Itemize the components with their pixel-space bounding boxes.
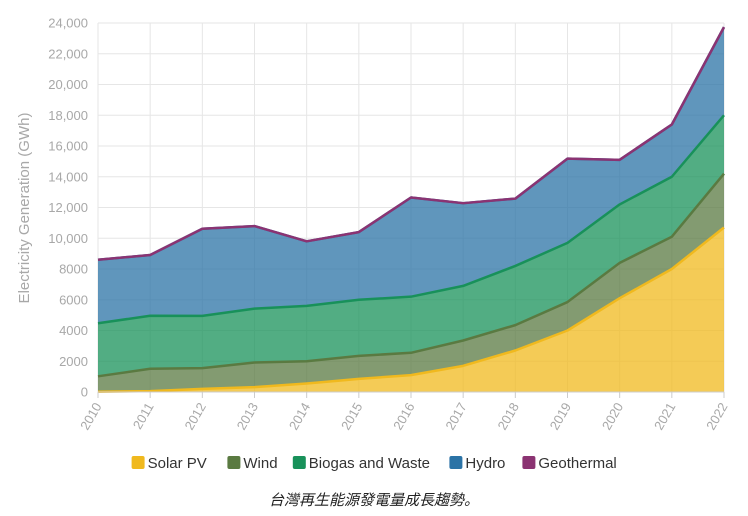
- legend-swatch: [292, 456, 306, 469]
- y-axis-title: Electricity Generation (GWh): [16, 113, 33, 304]
- axes: 0 2000 4000 6000 8000 10,000 12,000 14,000 16,00…: [48, 16, 730, 433]
- line-geothermal: [97, 26, 726, 262]
- y-tick-label: 4000: [59, 323, 88, 338]
- x-tick-label: 2020: [599, 400, 626, 433]
- chart-caption: 台灣再生能源發電量成長趨勢。: [268, 491, 479, 509]
- area-biogas-and-waste: [98, 115, 724, 377]
- y-tick-label: 14,000: [48, 169, 88, 184]
- y-tick-label: 16,000: [48, 139, 88, 154]
- legend-label: Hydro: [465, 455, 505, 472]
- line-biogas-and-waste: [97, 114, 725, 325]
- x-tick-label: 2017: [442, 400, 469, 433]
- x-tick-label: 2021: [651, 400, 678, 433]
- legend-item-hydro[interactable]: Hydro: [449, 455, 505, 472]
- y-tick-label: 2000: [59, 354, 88, 369]
- x-tick-label: 2010: [77, 400, 104, 433]
- x-tick-label: 2014: [286, 400, 313, 433]
- x-tick-label: 2018: [494, 400, 521, 433]
- x-tick-label: 2012: [181, 400, 208, 433]
- x-tick-label: 2015: [338, 400, 365, 433]
- legend-swatch: [131, 456, 145, 469]
- y-tick-label: 6000: [59, 292, 88, 307]
- area-hydro: [98, 27, 724, 324]
- legend-swatch: [227, 456, 241, 469]
- line-solar-pv: [97, 226, 725, 393]
- legend-label: Geothermal: [538, 455, 616, 472]
- area-solar-pv: [98, 227, 724, 392]
- y-tick-label: 22,000: [48, 46, 88, 61]
- x-tick-label: 2016: [390, 400, 417, 433]
- y-tick-label: 24,000: [48, 16, 88, 31]
- y-tick-label: 12,000: [48, 200, 88, 215]
- series-lines: [97, 26, 726, 393]
- legend-label: Biogas and Waste: [309, 455, 430, 472]
- legend-item-solar-pv[interactable]: Solar PV: [131, 455, 207, 472]
- legend-swatch: [522, 456, 536, 469]
- legend: Solar PV Wind Biogas and Waste Hydro Geother…: [131, 455, 617, 472]
- x-tick-label: 2022: [703, 400, 730, 433]
- legend-item-wind[interactable]: Wind: [227, 455, 278, 472]
- legend-label: Solar PV: [148, 455, 207, 472]
- y-tick-label: 0: [81, 385, 88, 400]
- legend-label: Wind: [243, 455, 277, 472]
- legend-item-biogas-and-waste[interactable]: Biogas and Waste: [292, 455, 430, 472]
- y-tick-label: 10,000: [48, 231, 88, 246]
- legend-swatch: [449, 456, 463, 469]
- y-tick-label: 18,000: [48, 108, 88, 123]
- x-tick-label: 2011: [130, 400, 157, 432]
- y-tick-label: 8000: [59, 262, 88, 277]
- line-wind: [97, 172, 725, 378]
- y-tick-label: 20,000: [48, 77, 88, 92]
- x-tick-label: 2013: [234, 400, 261, 433]
- x-tick-label: 2019: [547, 400, 574, 433]
- legend-item-geothermal[interactable]: Geothermal: [522, 455, 617, 472]
